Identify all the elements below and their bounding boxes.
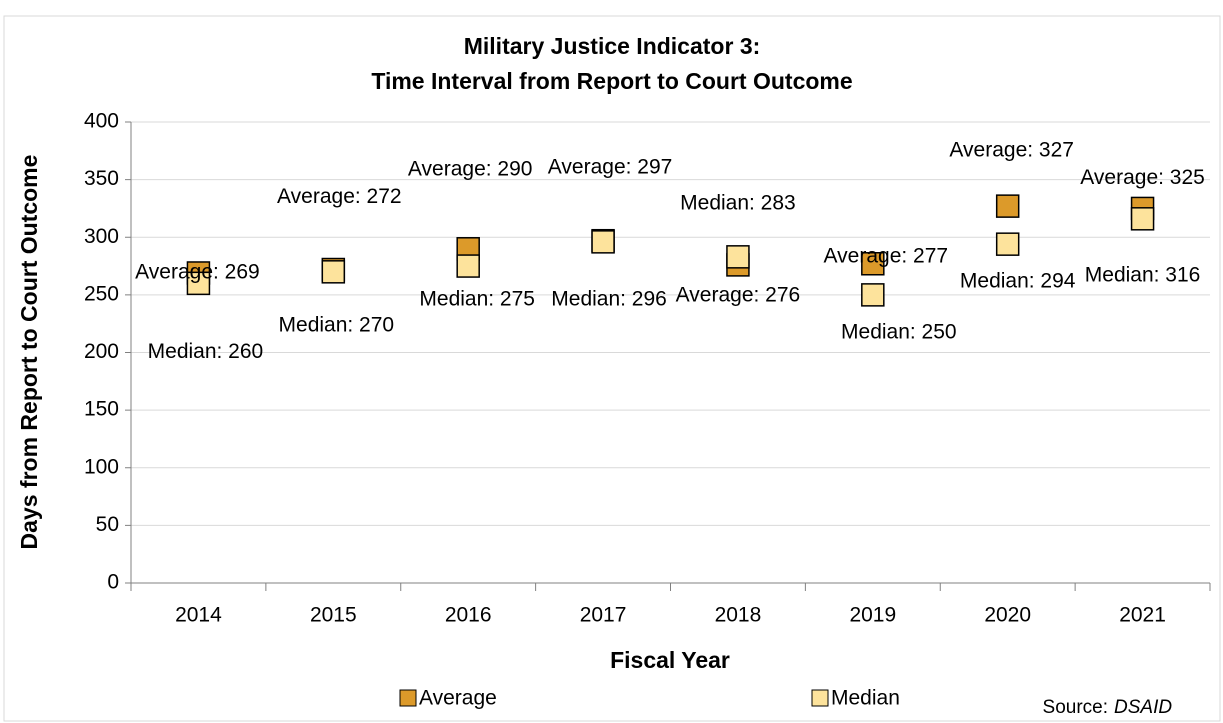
chart-title: Time Interval from Report to Court Outco… [371, 68, 852, 94]
marker [456, 254, 480, 278]
marker [726, 245, 750, 269]
data-label: Median: 270 [279, 313, 395, 336]
chart-title: Military Justice Indicator 3: [464, 33, 761, 59]
data-label: Median: 283 [680, 191, 796, 214]
marker [861, 283, 885, 307]
data-label: Average: 290 [408, 157, 533, 180]
x-tick-label: 2014 [175, 604, 222, 627]
marker [321, 260, 346, 284]
data-label: Median: 294 [960, 270, 1076, 293]
x-tick-label: 2019 [849, 604, 896, 627]
marker [995, 194, 1020, 218]
y-axis-label: Days from Report to Court Outcome [16, 155, 42, 550]
marker [591, 230, 615, 254]
y-tick-label: 350 [84, 167, 119, 190]
source-name: DSAID [1114, 697, 1172, 718]
data-label: Average: 297 [548, 155, 673, 178]
x-tick-label: 2016 [445, 604, 492, 627]
data-label: Average: 325 [1080, 166, 1205, 189]
data-label: Median: 296 [551, 287, 667, 310]
legend-swatch [399, 689, 417, 707]
data-label: Average: 272 [277, 185, 402, 208]
marker [995, 232, 1020, 256]
y-tick-label: 400 [84, 110, 119, 133]
x-tick-label: 2018 [715, 604, 762, 627]
data-label: Median: 250 [841, 320, 957, 343]
legend-label: Median [831, 687, 900, 710]
y-tick-label: 200 [84, 340, 119, 363]
y-tick-label: 0 [107, 571, 119, 594]
data-label: Median: 316 [1085, 263, 1201, 286]
data-label: Average: 276 [676, 283, 801, 306]
source-label: Source: [1043, 697, 1108, 718]
marker [861, 252, 885, 276]
legend-label: Average [419, 687, 497, 710]
y-tick-label: 150 [84, 398, 119, 421]
x-axis-label: Fiscal Year [610, 647, 730, 673]
x-tick-label: 2020 [984, 604, 1031, 627]
data-label: Average: 277 [824, 244, 949, 267]
legend-swatch [811, 689, 829, 707]
data-label: Average: 327 [949, 139, 1074, 162]
x-tick-label: 2017 [580, 604, 627, 627]
data-label: Median: 260 [148, 340, 264, 363]
chart-border [3, 15, 1221, 722]
data-label: Average: 269 [135, 261, 260, 284]
y-tick-label: 250 [84, 282, 119, 305]
y-tick-label: 50 [96, 513, 119, 536]
marker [186, 271, 211, 296]
x-tick-label: 2021 [1119, 604, 1166, 627]
y-tick-label: 300 [84, 225, 119, 248]
marker [1130, 207, 1155, 231]
x-tick-label: 2015 [310, 604, 357, 627]
data-label: Median: 275 [419, 288, 535, 311]
y-tick-label: 100 [84, 455, 119, 478]
